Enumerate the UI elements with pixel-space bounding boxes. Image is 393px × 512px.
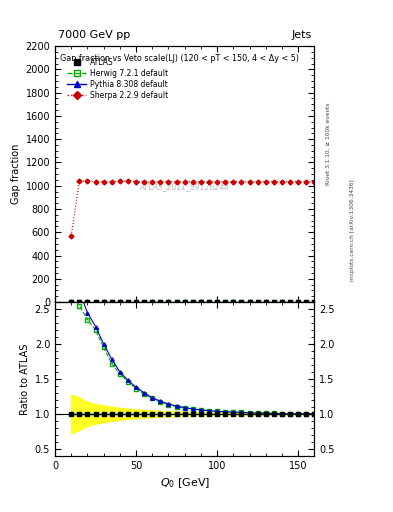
Text: Gap fraction vs Veto scale(LJ) (120 < pT < 150, 4 < Δy < 5): Gap fraction vs Veto scale(LJ) (120 < pT… bbox=[60, 54, 299, 63]
Text: Jets: Jets bbox=[292, 30, 312, 40]
Legend: ATLAS, Herwig 7.2.1 default, Pythia 8.308 default, Sherpa 2.2.9 default: ATLAS, Herwig 7.2.1 default, Pythia 8.30… bbox=[64, 55, 171, 103]
Y-axis label: Ratio to ATLAS: Ratio to ATLAS bbox=[20, 343, 31, 415]
Text: Rivet 3.1.10, ≥ 100k events: Rivet 3.1.10, ≥ 100k events bbox=[326, 102, 331, 185]
Text: mcplots.cern.ch [arXiv:1306.3436]: mcplots.cern.ch [arXiv:1306.3436] bbox=[350, 180, 355, 281]
Y-axis label: Gap fraction: Gap fraction bbox=[11, 144, 21, 204]
X-axis label: $Q_0$ [GeV]: $Q_0$ [GeV] bbox=[160, 476, 210, 490]
Text: ATLAS_2011_S9126244: ATLAS_2011_S9126244 bbox=[140, 182, 230, 191]
Text: 7000 GeV pp: 7000 GeV pp bbox=[58, 30, 130, 40]
